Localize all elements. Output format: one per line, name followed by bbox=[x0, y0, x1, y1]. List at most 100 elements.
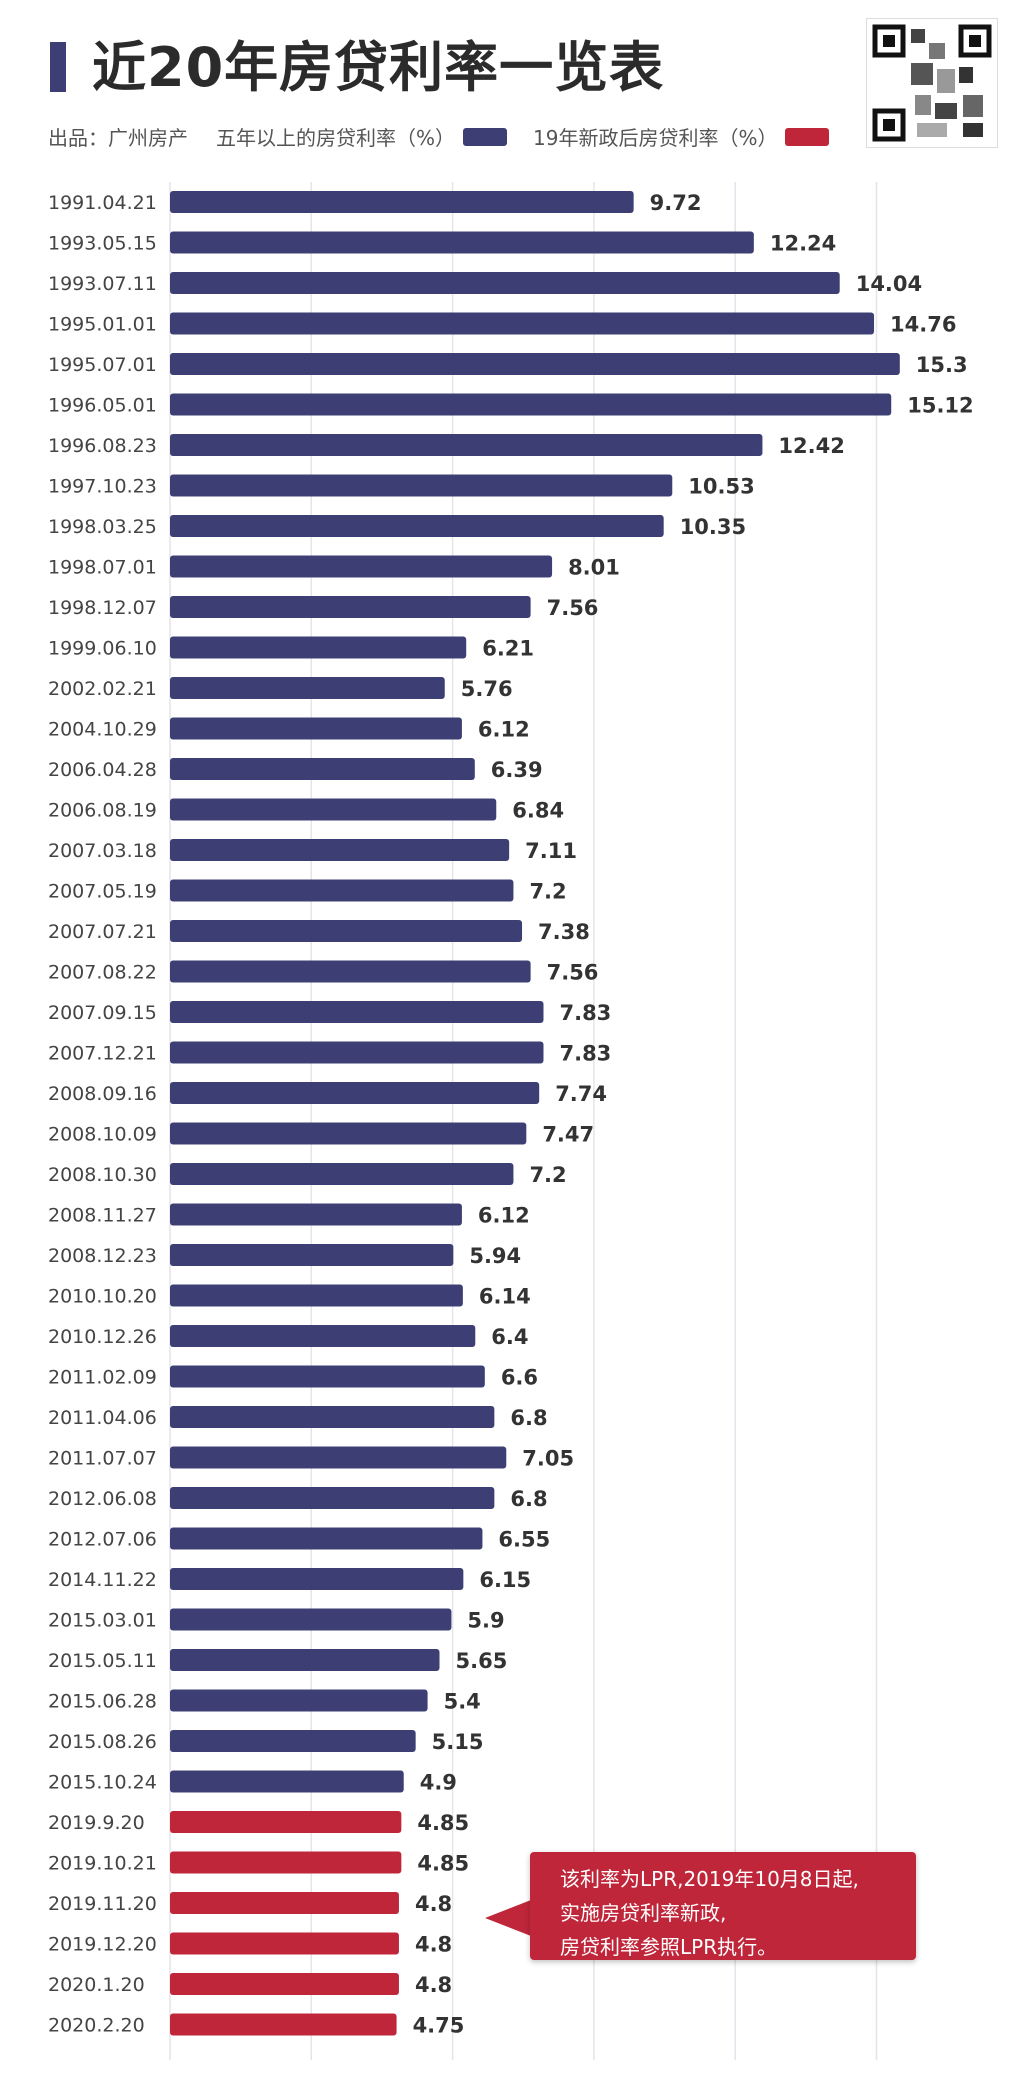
value-label: 7.74 bbox=[555, 1082, 607, 1106]
value-label: 7.11 bbox=[525, 839, 577, 863]
category-label: 2008.10.09 bbox=[48, 1124, 157, 1146]
bar bbox=[170, 1730, 416, 1752]
bar bbox=[170, 1811, 402, 1833]
value-label: 9.72 bbox=[650, 191, 702, 215]
value-label: 15.3 bbox=[916, 353, 968, 377]
value-label: 6.21 bbox=[482, 637, 534, 661]
category-label: 2019.11.20 bbox=[48, 1893, 157, 1915]
bar bbox=[170, 1001, 544, 1023]
category-label: 2020.1.20 bbox=[48, 1974, 145, 1996]
bar bbox=[170, 1608, 452, 1631]
bar bbox=[170, 798, 497, 821]
category-label: 1997.10.23 bbox=[48, 476, 157, 498]
bar bbox=[170, 1568, 464, 1590]
value-label: 15.12 bbox=[907, 394, 973, 418]
value-label: 6.12 bbox=[478, 1204, 530, 1228]
legend: 出品：广州房产 五年以上的房贷利率（%） 19年新政后房贷利率（%） bbox=[48, 122, 855, 151]
qr-code-image bbox=[866, 18, 998, 148]
bar bbox=[170, 1851, 402, 1874]
value-label: 7.2 bbox=[529, 880, 566, 904]
legend-label-old-rate: 五年以上的房贷利率（%） bbox=[216, 126, 456, 150]
bar bbox=[170, 2013, 397, 2036]
category-label: 2020.2.20 bbox=[48, 2015, 145, 2037]
qr-code-icon bbox=[872, 24, 992, 142]
bar bbox=[170, 434, 763, 456]
bar bbox=[170, 393, 892, 416]
category-label: 2019.9.20 bbox=[48, 1812, 145, 1834]
value-label: 4.8 bbox=[415, 1933, 452, 1957]
value-label: 5.4 bbox=[444, 1690, 481, 1714]
value-label: 12.24 bbox=[770, 232, 836, 256]
bar bbox=[170, 677, 445, 699]
value-label: 5.15 bbox=[432, 1730, 484, 1754]
callout-pointer bbox=[485, 1900, 531, 1936]
category-label: 2007.07.21 bbox=[48, 921, 157, 943]
bar bbox=[170, 596, 531, 618]
bar bbox=[170, 1041, 544, 1064]
category-label: 2007.08.22 bbox=[48, 962, 157, 984]
value-label: 5.94 bbox=[469, 1244, 521, 1268]
value-label: 10.53 bbox=[688, 475, 754, 499]
value-label: 7.38 bbox=[538, 920, 590, 944]
category-label: 2008.12.23 bbox=[48, 1245, 157, 1267]
category-label: 2012.07.06 bbox=[48, 1529, 157, 1551]
value-label: 7.56 bbox=[547, 961, 599, 985]
lpr-note-callout: 该利率为LPR,2019年10月8日起, 实施房贷利率新政, 房贷利率参照LPR… bbox=[530, 1852, 916, 1960]
value-label: 6.6 bbox=[501, 1366, 538, 1390]
category-label: 1995.01.01 bbox=[48, 314, 157, 336]
value-label: 6.14 bbox=[479, 1285, 531, 1309]
category-label: 1996.05.01 bbox=[48, 395, 157, 417]
category-label: 2019.10.21 bbox=[48, 1853, 157, 1875]
bar bbox=[170, 1203, 462, 1226]
callout-line-1: 该利率为LPR,2019年10月8日起, bbox=[560, 1867, 859, 1891]
value-label: 10.35 bbox=[680, 515, 746, 539]
category-label: 2015.03.01 bbox=[48, 1610, 157, 1632]
value-label: 14.04 bbox=[856, 272, 922, 296]
legend-swatch-new-rate bbox=[785, 127, 830, 146]
chart-bars: 1991.04.21 9.72 1993.05.15 12.24 1993.07.11 1… bbox=[48, 191, 974, 2038]
page-title: 近20年房贷利率一览表 bbox=[92, 36, 665, 99]
category-label: 2008.11.27 bbox=[48, 1205, 157, 1227]
value-label: 6.4 bbox=[491, 1325, 528, 1349]
bar bbox=[170, 191, 634, 213]
category-label: 2011.04.06 bbox=[48, 1407, 157, 1429]
bar bbox=[170, 555, 553, 578]
value-label: 7.83 bbox=[559, 1001, 611, 1025]
bar bbox=[170, 1689, 428, 1712]
category-label: 1998.03.25 bbox=[48, 516, 157, 538]
value-label: 6.8 bbox=[510, 1487, 547, 1511]
category-label: 2007.05.19 bbox=[48, 881, 157, 903]
value-label: 7.83 bbox=[559, 1042, 611, 1066]
value-label: 6.15 bbox=[479, 1568, 531, 1592]
bar bbox=[170, 1892, 399, 1914]
category-label: 2007.03.18 bbox=[48, 840, 157, 862]
value-label: 5.9 bbox=[467, 1609, 504, 1633]
category-label: 1999.06.10 bbox=[48, 638, 157, 660]
bar bbox=[170, 1973, 399, 1995]
callout-line-3: 房贷利率参照LPR执行。 bbox=[560, 1935, 778, 1959]
bar bbox=[170, 272, 840, 294]
bar bbox=[170, 1446, 507, 1469]
category-label: 2011.02.09 bbox=[48, 1367, 157, 1389]
category-label: 2008.10.30 bbox=[48, 1164, 157, 1186]
bar bbox=[170, 1770, 404, 1793]
category-label: 2008.09.16 bbox=[48, 1083, 157, 1105]
category-label: 1993.05.15 bbox=[48, 233, 157, 255]
value-label: 6.39 bbox=[491, 758, 543, 782]
bar bbox=[170, 1244, 454, 1266]
value-label: 14.76 bbox=[890, 313, 956, 337]
value-label: 5.76 bbox=[461, 677, 513, 701]
category-label: 2014.11.22 bbox=[48, 1569, 157, 1591]
bar bbox=[170, 758, 475, 780]
value-label: 7.56 bbox=[547, 596, 599, 620]
category-label: 1998.07.01 bbox=[48, 557, 157, 579]
value-label: 6.12 bbox=[478, 718, 530, 742]
category-label: 2011.07.07 bbox=[48, 1448, 157, 1470]
value-label: 4.8 bbox=[415, 1892, 452, 1916]
value-label: 7.05 bbox=[522, 1447, 574, 1471]
category-label: 1991.04.21 bbox=[48, 192, 157, 214]
title-accent-bar bbox=[50, 42, 66, 92]
category-label: 2006.08.19 bbox=[48, 800, 157, 822]
bar bbox=[170, 1122, 527, 1145]
